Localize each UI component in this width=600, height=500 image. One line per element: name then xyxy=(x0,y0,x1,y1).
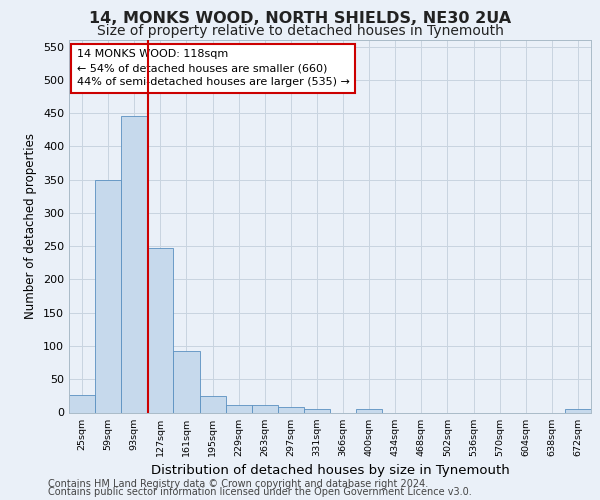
Text: Contains HM Land Registry data © Crown copyright and database right 2024.: Contains HM Land Registry data © Crown c… xyxy=(48,479,428,489)
X-axis label: Distribution of detached houses by size in Tynemouth: Distribution of detached houses by size … xyxy=(151,464,509,477)
Bar xyxy=(304,408,330,412)
Bar xyxy=(69,394,95,412)
Text: 14 MONKS WOOD: 118sqm
← 54% of detached houses are smaller (660)
44% of semi-det: 14 MONKS WOOD: 118sqm ← 54% of detached … xyxy=(77,50,350,88)
Bar xyxy=(199,396,226,412)
Bar xyxy=(95,180,121,412)
Bar xyxy=(121,116,148,412)
Bar xyxy=(356,409,382,412)
Bar xyxy=(278,407,304,412)
Text: Contains public sector information licensed under the Open Government Licence v3: Contains public sector information licen… xyxy=(48,487,472,497)
Bar xyxy=(226,404,252,412)
Text: 14, MONKS WOOD, NORTH SHIELDS, NE30 2UA: 14, MONKS WOOD, NORTH SHIELDS, NE30 2UA xyxy=(89,11,511,26)
Y-axis label: Number of detached properties: Number of detached properties xyxy=(25,133,37,320)
Bar xyxy=(252,404,278,412)
Bar xyxy=(173,350,199,412)
Bar xyxy=(565,409,591,412)
Text: Size of property relative to detached houses in Tynemouth: Size of property relative to detached ho… xyxy=(97,24,503,38)
Bar xyxy=(148,248,173,412)
